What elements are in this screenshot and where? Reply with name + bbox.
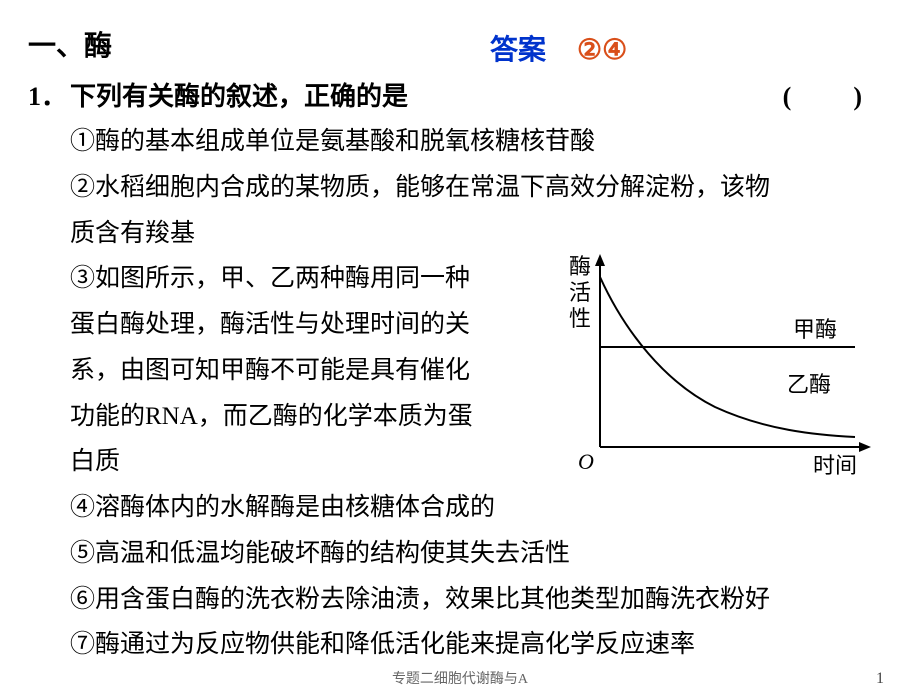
item-3-line2: 蛋白酶处理，酶活性与处理时间的关 <box>70 303 530 347</box>
item-3-line3: 系，由图可知甲酶不可能是具有催化 <box>70 349 530 393</box>
item-1: ①酶的基本组成单位是氨基酸和脱氧核糖核苷酸 <box>70 120 890 164</box>
svg-text:甲酶: 甲酶 <box>793 317 837 342</box>
footer-watermark: 专题二细胞代谢酶与A <box>0 668 920 688</box>
svg-text:乙酶: 乙酶 <box>787 372 831 397</box>
section-header: 一、酶 <box>28 24 112 64</box>
item-6: ⑥用含蛋白酶的洗衣粉去除油渍，效果比其他类型加酶洗衣粉好 <box>70 578 890 622</box>
page-number: 1 <box>876 670 884 688</box>
item-5: ⑤高温和低温均能破坏酶的结构使其失去活性 <box>70 532 890 576</box>
answer-label: 答案 <box>490 35 546 66</box>
question-text: 下列有关酶的叙述，正确的是 <box>70 82 408 111</box>
svg-text:活: 活 <box>569 280 591 305</box>
svg-text:酶: 酶 <box>569 254 591 279</box>
svg-text:性: 性 <box>569 306 591 331</box>
svg-text:O: O <box>578 449 594 474</box>
item-3-line1: ③如图所示，甲、乙两种酶用同一种 <box>70 257 530 301</box>
enzyme-chart: 酶活性 O 时间 甲酶乙酶 <box>555 252 885 482</box>
question-stem: 1．下列有关酶的叙述，正确的是 <box>28 76 888 113</box>
item-4: ④溶酶体内的水解酶是由核糖体合成的 <box>70 486 890 530</box>
item-2-line2: 质含有羧基 <box>70 212 890 256</box>
item-7: ⑦酶通过为反应物供能和降低活化能来提高化学反应速率 <box>70 623 890 667</box>
svg-text:时间: 时间 <box>813 453 857 478</box>
item-2-line1: ②水稻细胞内合成的某物质，能够在常温下高效分解淀粉，该物 <box>70 166 890 210</box>
answer-block: 答案 ②④ <box>490 28 627 68</box>
item-3-line4: 功能的RNA，而乙酶的化学本质为蛋 <box>70 395 530 439</box>
item-3-line5: 白质 <box>70 440 530 484</box>
paren-blank: ( ) <box>783 76 880 113</box>
question-number: 1． <box>28 76 70 113</box>
answer-value: ②④ <box>577 35 627 66</box>
